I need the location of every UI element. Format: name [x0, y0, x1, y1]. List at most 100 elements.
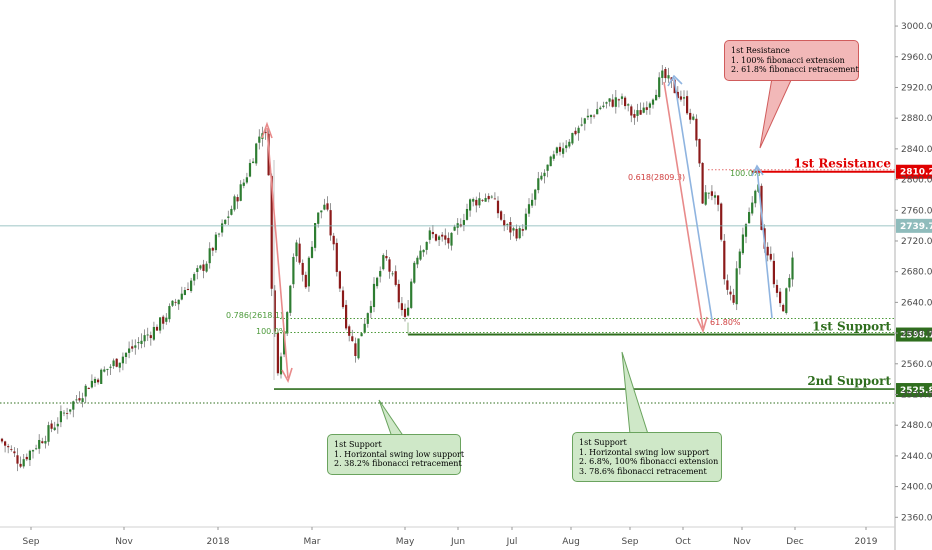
- candle-body-5: [16, 455, 19, 464]
- candle-body-58: [180, 293, 183, 300]
- fib-label-100-right: 100.0%: [730, 169, 761, 178]
- candle-body-36: [112, 360, 115, 367]
- candle-body-137: [425, 241, 428, 250]
- candle-body-32: [100, 369, 103, 384]
- candle-body-212: [658, 77, 661, 98]
- candle-body-16: [50, 423, 53, 429]
- candle-body-232: [720, 203, 723, 240]
- candle-body-173: [537, 178, 540, 191]
- candle-body-240: [744, 224, 748, 237]
- candle-body-34: [106, 368, 109, 370]
- candle-body-46: [143, 335, 146, 342]
- candle-body-175: [543, 172, 546, 177]
- candle-body-255: [791, 257, 794, 280]
- support-callout-right: 1st Support 1. Horizontal swing low supp…: [572, 432, 722, 482]
- candle-body-103: [320, 210, 323, 213]
- candle-body-48: [149, 335, 152, 339]
- candle-body-172: [534, 189, 537, 200]
- candle-body-78: [242, 182, 245, 186]
- candle-body-95: [295, 242, 298, 257]
- candle-body-45: [140, 340, 143, 344]
- candle-body-26: [81, 398, 84, 403]
- x-tick-label-1: Nov: [115, 537, 133, 547]
- candle-body-131: [407, 307, 410, 316]
- chart-annotations: 2739.7 1st Resistance 2810.2 1st Support 259…: [0, 74, 932, 438]
- candle-body-114: [354, 343, 357, 357]
- candle-body-161: [500, 211, 503, 220]
- candle-body-22: [69, 409, 72, 412]
- candle-body-102: [317, 212, 320, 224]
- candle-body-104: [323, 204, 326, 210]
- candle-body-167: [518, 228, 521, 239]
- candle-body-242: [751, 202, 754, 214]
- candle-body-160: [496, 200, 500, 214]
- candle-body-126: [391, 273, 394, 275]
- candle-body-169: [524, 213, 527, 230]
- candle-body-74: [230, 208, 233, 215]
- candle-body-195: [605, 102, 608, 104]
- candle-body-196: [608, 98, 611, 102]
- candle-body-162: [503, 220, 506, 226]
- candle-body-247: [766, 246, 769, 256]
- candle-body-77: [239, 184, 242, 201]
- candle-body-136: [422, 249, 425, 253]
- support-right-line-4: 3. 78.6% fibonacci retracement: [579, 466, 707, 476]
- x-tick-label-8: Sep: [622, 537, 639, 547]
- candle-body-215: [667, 75, 670, 79]
- candle-body-30: [93, 378, 97, 383]
- candle-body-49: [152, 326, 155, 340]
- support1-tag-text: 2598.1: [900, 331, 932, 341]
- x-tick-label-12: 2019: [855, 537, 878, 547]
- x-tick-label-0: Sep: [23, 537, 40, 547]
- candle-body-53: [165, 317, 168, 322]
- candle-body-23: [72, 401, 75, 410]
- candle-body-120: [372, 283, 376, 308]
- candle-body-88: [273, 290, 276, 332]
- candle-body-80: [248, 163, 252, 177]
- candle-body-33: [103, 369, 106, 372]
- candle-body-231: [717, 195, 720, 205]
- candle-body-218: [676, 91, 679, 99]
- candle-body-188: [583, 118, 586, 124]
- candle-body-43: [134, 345, 137, 348]
- candle-body-98: [304, 274, 307, 288]
- candle-body-220: [682, 97, 686, 99]
- candle-body-12: [38, 439, 41, 449]
- candle-body-57: [177, 299, 180, 305]
- candle-body-187: [580, 124, 583, 126]
- candle-body-89: [276, 332, 279, 374]
- candle-body-51: [159, 317, 162, 331]
- support-right-callout-pointer: [621, 351, 649, 435]
- candle-body-158: [490, 196, 493, 198]
- x-tick-label-2: 2018: [207, 537, 230, 547]
- candle-body-1: [4, 441, 7, 446]
- candle-body-129: [400, 303, 403, 311]
- fib-arrow-oct-red-head: [696, 316, 708, 334]
- candle-body-35: [109, 366, 112, 368]
- y-tick-label-17: 3040.0: [901, 0, 932, 1]
- candle-body-63: [196, 268, 199, 272]
- candle-body-52: [162, 316, 165, 324]
- candle-body-96: [298, 243, 301, 263]
- candle-body-253: [785, 288, 788, 314]
- candle-body-117: [363, 323, 366, 333]
- candle-body-222: [689, 112, 692, 120]
- candle-body-0: [0, 438, 4, 442]
- candle-body-111: [345, 304, 348, 329]
- candle-body-186: [577, 127, 580, 134]
- candle-body-178: [552, 154, 555, 159]
- candle-body-21: [66, 413, 69, 414]
- candle-body-185: [574, 130, 577, 135]
- x-tick-label-4: May: [396, 537, 415, 547]
- x-tick-label-11: Dec: [786, 537, 803, 547]
- support-right-line-1: 1st Support: [579, 438, 627, 447]
- candle-body-165: [512, 228, 515, 231]
- x-tick-label-5: Jun: [450, 537, 465, 547]
- candle-body-133: [413, 262, 416, 283]
- candle-body-192: [596, 109, 599, 115]
- candle-body-153: [475, 199, 478, 206]
- candle-body-151: [469, 199, 472, 211]
- support-left-line-3: 2. 38.2% fibonacci retracement: [334, 459, 462, 468]
- fib-label-618b-right: 61.80%: [710, 318, 741, 327]
